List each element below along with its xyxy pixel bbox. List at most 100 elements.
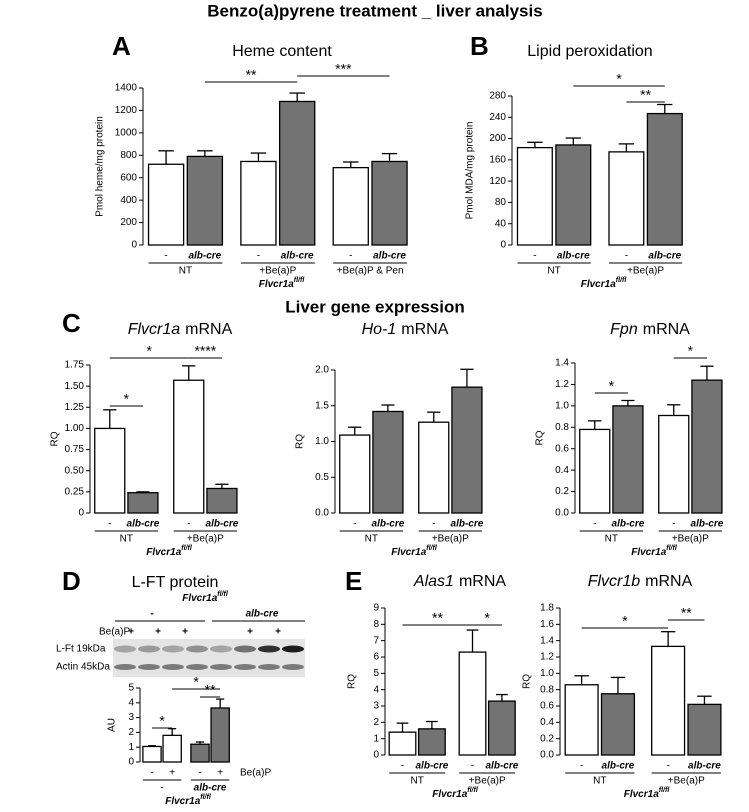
y-axis-label: AU	[107, 718, 118, 732]
significance-label: *	[147, 343, 153, 359]
x-tick-label: -	[533, 251, 536, 262]
bar	[608, 151, 645, 246]
blot-treatment: Be(a)P	[99, 627, 130, 638]
y-tick-label: 0.75	[65, 444, 85, 455]
genotype-label: Flvcr1afl/fl	[432, 787, 479, 800]
blot-band	[186, 645, 208, 653]
y-tick-label: 1.5	[315, 400, 329, 411]
y-tick-label: 2	[128, 727, 134, 738]
x-tick-label: -	[401, 761, 404, 772]
significance-label: **	[205, 682, 216, 698]
genotype-label: Flvcr1afl/fl	[391, 545, 438, 558]
y-tick-label: 7	[373, 635, 379, 646]
y-tick-label: 0.4	[540, 717, 554, 728]
panel-letter: B	[470, 31, 489, 61]
genotype-label: Flvcr1afl/fl	[631, 545, 678, 558]
bar	[651, 645, 686, 756]
blot-band	[234, 645, 256, 653]
section-title: Liver gene expression	[285, 297, 465, 316]
chart-title: L-FT protein	[132, 574, 219, 591]
x-tick-label: alb-cre	[127, 519, 160, 530]
y-tick-label: 1	[128, 742, 134, 753]
y-tick-label: 0.4	[555, 465, 569, 476]
y-axis-label: RQ	[535, 430, 546, 445]
x-tick-label: alb-cre	[416, 761, 449, 772]
bar	[687, 703, 722, 756]
y-tick-label: 160	[489, 154, 506, 165]
y-tick-label: 1.75	[65, 360, 85, 371]
x-tick-label: -	[672, 519, 675, 530]
bar	[279, 100, 316, 246]
x-tick-label: alb-cre	[557, 251, 590, 262]
y-tick-label: 1.2	[540, 652, 554, 663]
y-tick-label: 2.0	[315, 365, 329, 376]
y-tick-label: 80	[495, 197, 507, 208]
y-tick-label: 9	[373, 603, 379, 614]
bar	[612, 405, 644, 514]
genotype-name: Flvcr1a	[146, 547, 181, 558]
y-tick-label: 1200	[115, 105, 138, 116]
x-tick-label: alb-cre	[691, 519, 724, 530]
x-tick-label: -	[150, 768, 153, 779]
bar	[487, 700, 516, 756]
y-tick-label: 1.25	[65, 402, 85, 413]
blot-band	[210, 645, 232, 653]
group-label: NT	[605, 534, 618, 545]
genotype-sup: fl/fl	[659, 787, 671, 794]
y-tick-label: 40	[495, 218, 507, 229]
y-tick-label: 3	[128, 712, 134, 723]
bar	[555, 144, 592, 246]
x-tick-label: alb-cre	[648, 251, 681, 262]
genotype-label: Flvcr1afl/fl	[259, 277, 306, 290]
group-label: +Be(a)P	[469, 776, 506, 787]
genotype-name: Flvcr1a	[432, 789, 467, 800]
x-tick-label: -	[198, 768, 201, 779]
bar	[372, 410, 404, 514]
x-tick-label: -	[666, 761, 669, 772]
title-text: L-FT protein	[132, 574, 219, 591]
bar	[186, 155, 224, 246]
panel-letter: C	[62, 308, 81, 338]
y-tick-label: 1	[373, 733, 379, 744]
x-tick-label: alb-cre	[373, 251, 406, 262]
y-tick-label: 1.4	[555, 358, 569, 369]
genotype-label: Flvcr1afl/fl	[624, 787, 671, 800]
bar	[162, 734, 182, 763]
bar	[691, 379, 723, 514]
bar	[147, 163, 185, 246]
bar	[417, 728, 446, 756]
blot-band	[282, 664, 304, 670]
y-axis-label: RQ	[347, 674, 358, 689]
blot-group: alb-cre	[246, 609, 279, 620]
y-axis-label: RQ	[50, 431, 61, 446]
group-label: +Be(a)P	[432, 534, 469, 545]
bar	[418, 421, 450, 514]
significance-label: *	[159, 713, 165, 729]
genotype-label: Flvcr1afl/fl	[581, 277, 628, 290]
y-tick-label: 0	[78, 508, 84, 519]
treatment-label: Be(a)P	[240, 768, 271, 779]
blot-row-label: L-Ft 19kDa	[56, 644, 106, 655]
title-text: Heme content	[232, 43, 332, 60]
group-label: NT	[365, 534, 378, 545]
y-tick-label: 1.0	[540, 668, 554, 679]
y-tick-label: 1000	[115, 127, 138, 138]
y-tick-label: 0.8	[555, 422, 569, 433]
y-tick-label: 0.25	[65, 486, 85, 497]
genotype-name: Flvcr1a	[624, 789, 659, 800]
bar	[451, 386, 483, 514]
y-tick-label: 200	[120, 217, 137, 228]
x-tick-label: alb-cre	[281, 251, 314, 262]
y-tick-label: 0	[373, 750, 379, 761]
y-axis-label: Pmol heme/mg protein	[95, 116, 106, 217]
blot-row-label: Actin 45kDa	[56, 662, 110, 673]
x-tick-label: alb-cre	[188, 251, 221, 262]
group-label: +Be(a)P & Pen	[337, 266, 404, 277]
y-tick-label: 200	[489, 133, 506, 144]
y-tick-label: 4	[128, 697, 134, 708]
x-tick-label: -	[353, 519, 356, 530]
title-text: mRNA	[459, 573, 506, 590]
significance-label: **	[246, 67, 257, 83]
gene-name: Fpn	[610, 321, 638, 338]
